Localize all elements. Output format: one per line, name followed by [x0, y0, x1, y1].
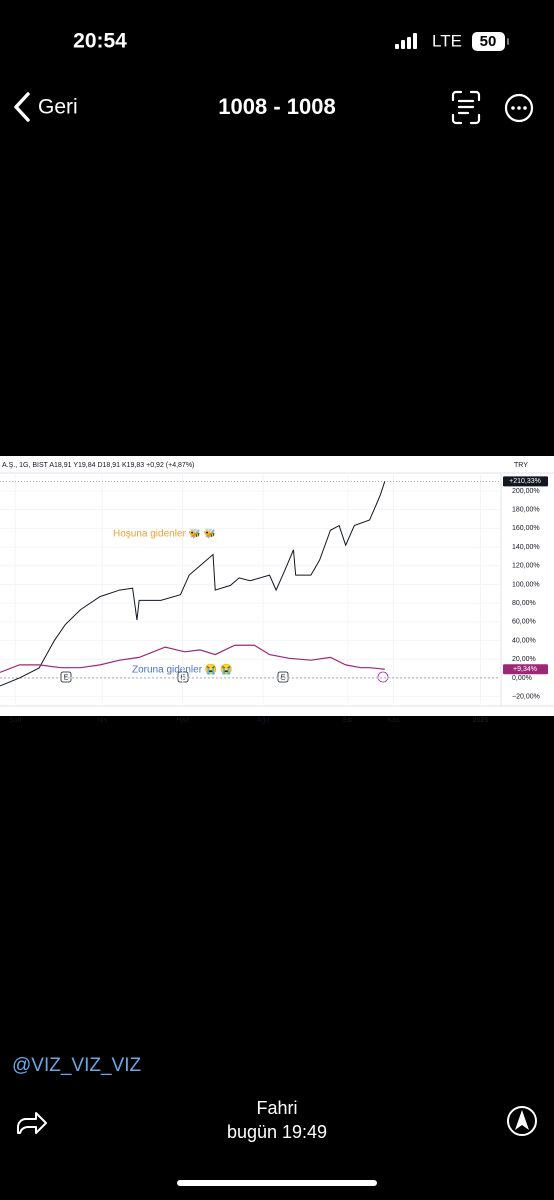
x-tick-label: Şub [9, 717, 22, 724]
handle: @VIZ_VIZ_VIZ [12, 1055, 141, 1076]
sender: Fahri [256, 1098, 297, 1118]
y-tick-label: 160,00% [512, 525, 540, 532]
x-tick-label: Haz [176, 717, 189, 724]
more-icon[interactable] [504, 93, 534, 123]
back-icon[interactable] [14, 92, 30, 122]
network: LTE [432, 31, 462, 50]
last-value-label: +9,34% [513, 666, 537, 673]
x-tick-label: Ağu [257, 717, 270, 724]
share-icon[interactable] [17, 1112, 47, 1134]
annotation: Hoşuna gidenler 🐝 🐝 [113, 528, 216, 540]
event-marker [377, 671, 389, 683]
back-button[interactable]: Geri [38, 96, 78, 119]
y-tick-label: 60,00% [512, 619, 536, 626]
chart-header: A.Ş., 1G, BIST A18,91 Y19,84 D18,91 K19,… [2, 462, 194, 469]
y-tick-label: 80,00% [512, 600, 536, 607]
battery-level: 50 [480, 33, 497, 50]
y-tick-label: 200,00% [512, 488, 540, 495]
y-tick-label: 140,00% [512, 544, 540, 551]
x-tick-label: Eki [343, 717, 353, 724]
last-value-label: +210,33% [509, 478, 541, 485]
chart-image [0, 456, 554, 716]
last-value-box [503, 476, 548, 487]
signal-icon [395, 33, 417, 49]
last-value-box [503, 664, 548, 675]
y-tick-label: −20,00% [512, 694, 540, 701]
clock: 20:54 [73, 30, 127, 53]
y-tick-label: 120,00% [512, 563, 540, 570]
y-tick-label: 180,00% [512, 507, 540, 514]
battery-icon [472, 32, 505, 51]
x-tick-label: 2025 [473, 717, 489, 724]
text-scan-icon[interactable] [451, 90, 481, 125]
battery-cap [507, 38, 509, 45]
y-tick-label: 0,00% [512, 675, 532, 682]
currency: TRY [514, 462, 528, 469]
x-tick-label: Kas [387, 717, 400, 724]
y-tick-label: 40,00% [512, 637, 536, 644]
x-tick-label: Nis [97, 717, 108, 724]
y-tick-label: 20,00% [512, 656, 536, 663]
compass-icon[interactable] [507, 1106, 537, 1136]
home-indicator [177, 1180, 377, 1186]
event-marker [60, 671, 72, 683]
y-tick-label: 100,00% [512, 581, 540, 588]
series-line [0, 481, 386, 687]
sent-time: bugün 19:49 [227, 1122, 327, 1142]
event-marker [277, 671, 289, 683]
nav-title: 1008 - 1008 [218, 94, 335, 119]
series-line [0, 644, 385, 673]
